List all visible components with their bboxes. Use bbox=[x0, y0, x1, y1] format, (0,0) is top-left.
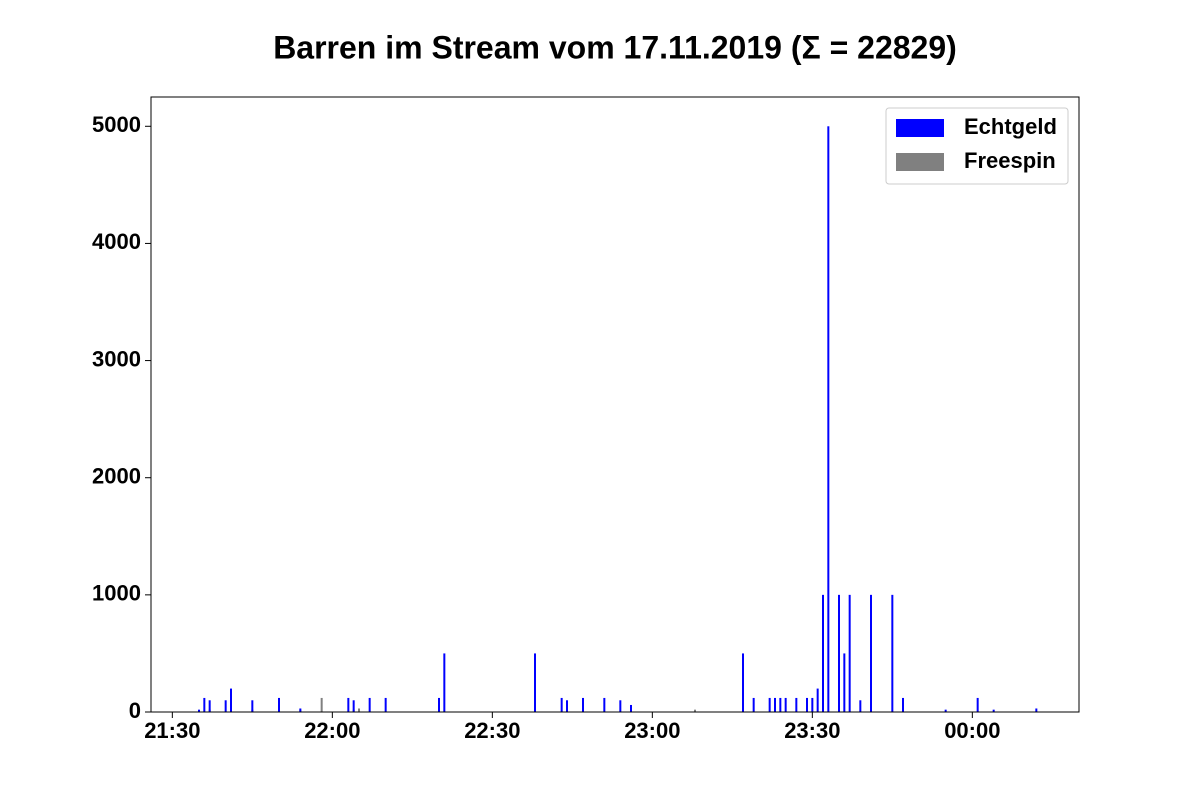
bar bbox=[560, 697, 563, 712]
y-tick-label: 5000 bbox=[92, 112, 141, 137]
chart-title: Barren im Stream vom 17.11.2019 (Σ = 228… bbox=[273, 29, 957, 65]
bar bbox=[358, 708, 360, 712]
x-tick-label: 22:00 bbox=[304, 718, 360, 743]
bar bbox=[352, 700, 355, 712]
bar bbox=[694, 709, 696, 712]
legend-swatch bbox=[896, 119, 944, 137]
bar bbox=[251, 700, 254, 712]
legend-label: Freespin bbox=[964, 148, 1056, 173]
bar bbox=[870, 594, 872, 712]
bar bbox=[203, 697, 206, 712]
bar bbox=[347, 697, 350, 712]
bar bbox=[848, 594, 851, 712]
bar bbox=[784, 697, 787, 712]
bar bbox=[582, 697, 584, 712]
y-tick-label: 2000 bbox=[92, 464, 141, 489]
x-tick-label: 23:00 bbox=[624, 718, 680, 743]
bar bbox=[299, 708, 302, 712]
bar bbox=[891, 594, 894, 712]
bar bbox=[208, 700, 211, 712]
bar bbox=[278, 697, 280, 712]
bar bbox=[816, 688, 819, 712]
bar bbox=[838, 594, 840, 712]
bar bbox=[198, 709, 200, 712]
y-tick-label: 0 bbox=[129, 698, 141, 723]
bar bbox=[774, 697, 776, 712]
bar bbox=[603, 697, 606, 712]
bar bbox=[806, 697, 808, 712]
bar bbox=[619, 700, 622, 712]
bar bbox=[768, 697, 771, 712]
bar bbox=[534, 653, 536, 712]
y-tick-label: 4000 bbox=[92, 229, 141, 254]
y-tick-label: 1000 bbox=[92, 581, 141, 606]
legend-swatch bbox=[896, 153, 944, 171]
bar bbox=[795, 697, 798, 712]
bar bbox=[230, 688, 232, 712]
bar bbox=[992, 709, 995, 712]
bar bbox=[752, 697, 755, 712]
bar bbox=[811, 697, 814, 712]
bar bbox=[976, 697, 979, 712]
bar bbox=[902, 697, 904, 712]
bar bbox=[843, 653, 846, 712]
x-tick-label: 22:30 bbox=[464, 718, 520, 743]
bar bbox=[1035, 708, 1038, 712]
x-tick-label: 23:30 bbox=[784, 718, 840, 743]
bar bbox=[224, 700, 227, 712]
bar bbox=[742, 653, 744, 712]
bar bbox=[320, 697, 323, 712]
bar bbox=[368, 697, 371, 712]
bar bbox=[384, 697, 387, 712]
bar bbox=[944, 709, 947, 712]
bar bbox=[443, 653, 446, 712]
bar bbox=[822, 594, 824, 712]
plot-frame bbox=[150, 96, 1080, 713]
y-tick-label: 3000 bbox=[92, 346, 141, 371]
bar bbox=[566, 700, 568, 712]
bar bbox=[630, 704, 632, 712]
legend-label: Echtgeld bbox=[964, 114, 1057, 139]
x-tick-label: 00:00 bbox=[944, 718, 1000, 743]
x-tick-label: 21:30 bbox=[144, 718, 200, 743]
bar bbox=[438, 697, 440, 712]
bar bbox=[859, 700, 862, 712]
bar bbox=[779, 697, 782, 712]
bar bbox=[827, 126, 830, 713]
